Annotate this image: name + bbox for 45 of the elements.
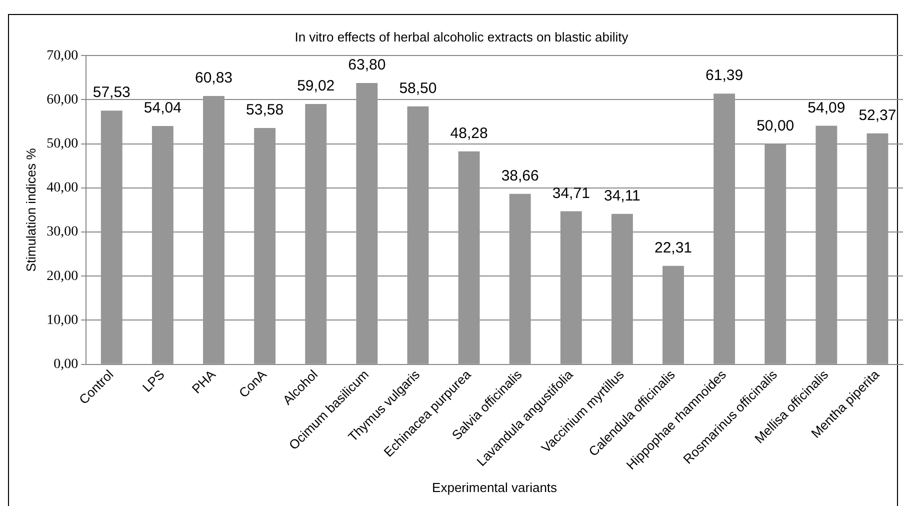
data-label: 61,39	[706, 67, 744, 84]
bar	[152, 126, 174, 364]
y-axis-title: Stimulation indices %	[23, 148, 38, 272]
bar	[203, 96, 224, 364]
chart-title: In vitro effects of herbal alcoholic extracts on blastic ability	[294, 29, 629, 44]
y-tick-label: 10,00	[46, 312, 78, 328]
data-label: 52,37	[858, 106, 896, 124]
bar	[305, 104, 327, 364]
data-label: 53,58	[246, 102, 284, 119]
y-tick-label: 40,00	[46, 180, 78, 196]
data-label: 54,09	[808, 99, 846, 116]
data-label: 63,80	[348, 56, 386, 74]
x-tick-label: PHA	[188, 366, 219, 396]
data-label: 48,28	[450, 125, 488, 142]
bar	[560, 211, 582, 364]
data-label: 60,83	[194, 70, 233, 87]
bar	[764, 144, 786, 364]
y-tick-label: 60,00	[46, 92, 78, 108]
bar	[816, 126, 838, 364]
data-label: 59,02	[297, 78, 335, 95]
data-label: 22,31	[654, 240, 692, 257]
bar	[356, 82, 378, 364]
data-label: 38,66	[501, 167, 539, 184]
bar	[254, 128, 276, 364]
data-label: 34,11	[604, 188, 640, 205]
y-tick-label: 20,00	[46, 268, 78, 284]
data-label: 58,50	[399, 80, 437, 97]
y-tick-label: 0,00	[54, 356, 78, 372]
data-label: 50,00	[756, 117, 794, 134]
data-label: 54,04	[144, 100, 182, 117]
bar	[611, 214, 633, 364]
bar	[662, 266, 684, 364]
y-tick-label: 30,00	[46, 224, 78, 240]
x-tick-label: LPS	[139, 366, 168, 395]
bar	[866, 133, 888, 364]
data-label: 34,71	[552, 184, 590, 202]
bar	[714, 94, 736, 364]
bar	[100, 110, 122, 364]
bar	[407, 106, 429, 364]
bar	[509, 194, 531, 364]
y-tick-label: 70,00	[46, 48, 78, 64]
bar	[458, 151, 480, 364]
y-tick-label: 50,00	[46, 136, 78, 152]
data-label: 57,53	[92, 84, 130, 102]
x-axis-title: Experimental variants	[432, 480, 558, 495]
